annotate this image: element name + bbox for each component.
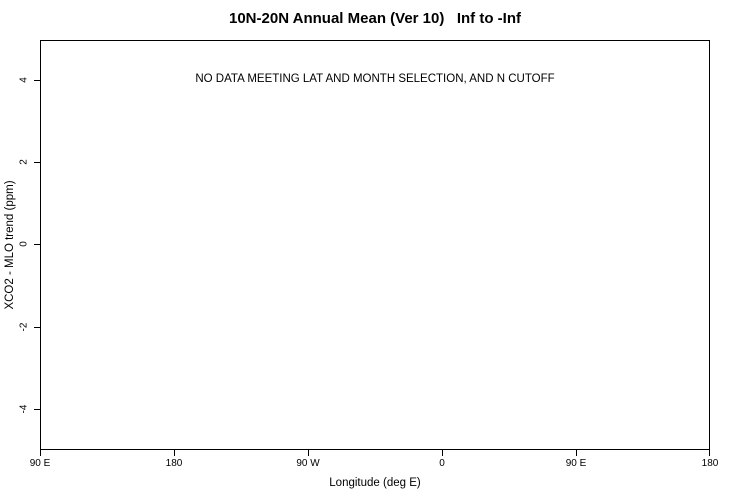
x-tick-label: 180 — [165, 458, 183, 469]
y-tick-mark — [34, 409, 40, 410]
no-data-message: NO DATA MEETING LAT AND MONTH SELECTION,… — [195, 73, 555, 85]
chart-title: 10N-20N Annual Mean (Ver 10) Inf to -Inf — [229, 10, 521, 27]
y-tick-mark — [34, 162, 40, 163]
x-tick-mark — [576, 450, 577, 456]
y-tick-label: -2 — [18, 322, 30, 332]
y-tick-mark — [34, 327, 40, 328]
x-tick-label: 180 — [701, 458, 719, 469]
y-tick-label: 4 — [18, 77, 30, 83]
y-tick-mark — [34, 80, 40, 81]
plot-area-border — [40, 40, 710, 450]
x-tick-mark — [709, 450, 710, 456]
x-tick-mark — [442, 450, 443, 456]
y-tick-label: 2 — [18, 159, 30, 165]
x-tick-mark — [40, 450, 41, 456]
x-tick-label: 90 E — [29, 458, 51, 469]
x-axis-title: Longitude (deg E) — [329, 477, 421, 489]
x-tick-label: 90 E — [565, 458, 587, 469]
y-tick-mark — [34, 244, 40, 245]
y-tick-label: -4 — [18, 404, 30, 414]
x-tick-label: 0 — [439, 458, 445, 469]
x-tick-mark — [308, 450, 309, 456]
y-tick-label: 0 — [18, 241, 30, 247]
y-axis-title: XCO2 - MLO trend (ppm) — [4, 180, 16, 310]
x-tick-label: 90 W — [296, 458, 320, 469]
x-tick-mark — [174, 450, 175, 456]
